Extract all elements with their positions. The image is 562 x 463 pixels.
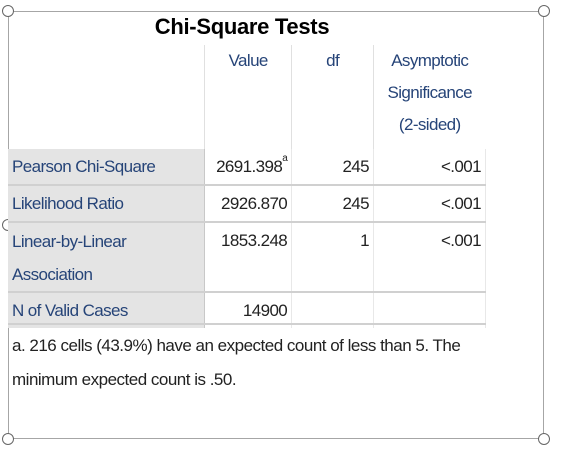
header-significance-line3: (2-sided) (398, 115, 461, 134)
row-value: 1853.248 (204, 221, 293, 292)
footnote-line1: a. 216 cells (43.9%) have an expected co… (12, 336, 461, 355)
row-df: 1 (291, 221, 375, 292)
row-significance: <.001 (373, 149, 486, 185)
row-df (291, 291, 375, 328)
header-blank (8, 45, 206, 149)
table-row: Likelihood Ratio 2926.870 245 <.001 (8, 184, 486, 222)
row-label-line2: Association (12, 265, 93, 284)
row-value: 2926.870 (204, 184, 293, 222)
table-row: Pearson Chi-Square 2691.398a 245 <.001 (8, 149, 486, 185)
footnote-line2: minimum expected count is .50. (12, 370, 237, 389)
row-label: Linear-by-Linear Association (8, 221, 206, 292)
row-df: 245 (291, 149, 375, 185)
header-df: df (291, 45, 375, 149)
resize-handle-bottom-left[interactable] (2, 433, 14, 445)
table-row: Linear-by-Linear Association 1853.248 1 … (8, 221, 486, 292)
resize-handle-bottom-right[interactable] (538, 433, 550, 445)
header-value: Value (204, 45, 293, 149)
table-title: Chi-Square Tests (154, 14, 330, 39)
table-footnote: a. 216 cells (43.9%) have an expected co… (12, 329, 492, 397)
row-df: 245 (291, 184, 375, 222)
row-label: N of Valid Cases (8, 291, 206, 328)
header-significance: Asymptotic Significance (2-sided) (374, 45, 486, 149)
table-row: N of Valid Cases 14900 (8, 291, 486, 328)
row-label-line1: Linear-by-Linear (12, 232, 127, 251)
row-significance: <.001 (373, 221, 486, 292)
row-value: 14900 (204, 291, 293, 328)
row-significance (373, 291, 486, 328)
row-label: Pearson Chi-Square (8, 149, 206, 185)
footnote-divider (8, 323, 486, 325)
chi-square-table: Value df Asymptotic Significance (2-side… (8, 45, 486, 328)
header-significance-line2: Significance (387, 83, 473, 102)
header-row: Value df Asymptotic Significance (2-side… (8, 45, 486, 149)
footnote-marker: a (282, 153, 288, 164)
resize-handle-top-right[interactable] (538, 5, 550, 17)
row-significance: <.001 (373, 184, 486, 222)
resize-handle-top-left[interactable] (2, 5, 14, 17)
row-value: 2691.398a (204, 149, 293, 185)
row-label: Likelihood Ratio (8, 184, 206, 222)
header-significance-line1: Asymptotic (391, 51, 469, 70)
